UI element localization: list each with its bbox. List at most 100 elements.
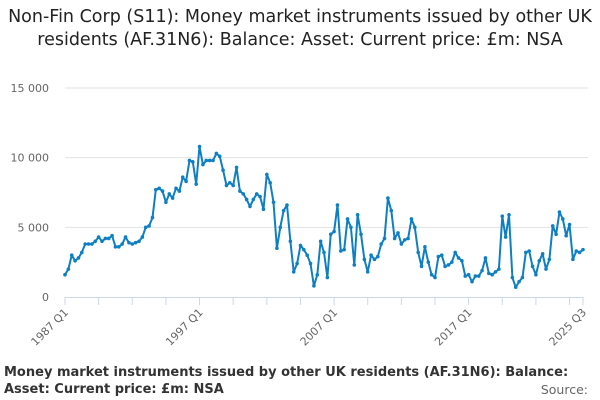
data-point [211,158,215,163]
data-point [69,253,74,257]
data-point [561,217,565,221]
data-point [332,229,336,234]
chart-subtitle: Money market instruments issued by other… [4,365,569,397]
data-point [466,272,471,277]
x-tick-label: 2017 Q1 [432,306,475,349]
data-point [244,197,249,202]
data-point [490,272,494,277]
data-point [369,253,373,257]
data-point [497,267,501,271]
data-point [342,247,346,252]
data-point [120,242,124,246]
data-point [238,189,242,193]
chart-title: Non-Fin Corp (S11): Money market instrum… [8,7,592,50]
data-point [96,235,101,239]
data-point [291,270,296,274]
data-point [456,256,461,260]
data-point [554,232,558,237]
data-point [503,235,508,239]
data-point [392,236,397,241]
data-point [500,214,505,218]
data-point [567,222,572,227]
data-point [228,180,232,185]
data-point [389,208,394,213]
data-point [470,279,474,284]
data-point [379,242,383,246]
data-point [433,275,437,280]
data-point [187,158,192,163]
data-point [167,192,172,196]
data-point [335,203,340,207]
data-point [527,249,531,253]
x-tick-label: 2025 Q3 [547,306,590,349]
data-point [429,272,434,277]
data-point [399,242,404,246]
data-point [66,267,71,271]
x-tick-label: 2007 Q1 [298,306,341,349]
data-point [265,172,269,177]
data-point [100,239,104,244]
data-point [258,194,262,199]
data-point [295,261,299,266]
data-point [443,264,447,269]
data-point [362,257,367,262]
data-point [123,235,128,239]
data-point [530,264,535,269]
data-point [103,236,108,241]
x-tick-label: 1997 Q1 [163,306,206,349]
data-point [137,239,141,244]
data-point [322,250,326,255]
data-point [328,232,333,237]
data-point [177,189,182,193]
data-point [436,254,441,259]
data-point [396,231,400,235]
data-point [113,245,118,249]
data-point [217,154,222,159]
data-point [507,212,511,217]
data-point [446,263,451,267]
data-point [147,224,151,228]
data-point [308,261,313,266]
data-point [574,249,579,253]
data-point [251,197,256,202]
data-point [423,245,427,249]
data-point [271,200,276,205]
data-point [402,238,407,242]
data-point [201,162,205,167]
data-point [550,224,555,228]
data-point [117,245,121,249]
data-point [376,254,380,259]
data-point [241,192,246,196]
data-point [315,272,320,277]
data-point [419,264,424,269]
data-point [180,175,185,179]
data-point [275,246,279,251]
y-tick-label: 15 000 [11,82,50,95]
data-point [90,242,94,246]
data-point [487,271,491,276]
data-point [460,258,464,263]
data-point [231,183,235,188]
data-point [547,257,552,262]
data-point [564,233,568,238]
data-point [157,186,161,191]
data-point [537,258,542,263]
data-point [160,189,165,193]
data-point [110,233,114,238]
data-point [413,225,417,230]
data-point [234,165,239,170]
y-tick-label: 5 000 [18,221,50,234]
data-point [463,274,468,278]
data-point [164,200,168,205]
data-point [285,203,289,207]
data-point [534,272,538,277]
y-tick-label: 10 000 [11,152,50,165]
data-point [349,225,353,230]
data-point [520,275,525,280]
data-point [127,240,131,245]
data-point [345,217,350,221]
data-point [581,247,585,252]
data-point [453,250,457,255]
data-point [268,180,272,185]
